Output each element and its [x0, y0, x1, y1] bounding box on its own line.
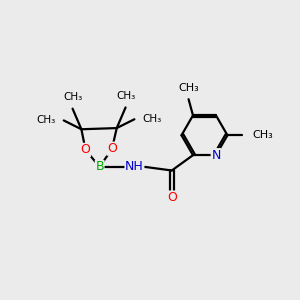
Text: O: O — [167, 191, 177, 204]
Text: O: O — [81, 143, 91, 156]
Text: CH₃: CH₃ — [63, 92, 82, 102]
Text: CH₃: CH₃ — [142, 114, 162, 124]
Text: NH: NH — [125, 160, 144, 173]
Text: O: O — [107, 142, 117, 155]
Text: N: N — [211, 149, 220, 162]
Text: CH₃: CH₃ — [116, 91, 135, 101]
Text: CH₃: CH₃ — [252, 130, 273, 140]
Text: B: B — [95, 160, 104, 173]
Text: CH₃: CH₃ — [36, 116, 56, 125]
Text: CH₃: CH₃ — [178, 83, 199, 93]
